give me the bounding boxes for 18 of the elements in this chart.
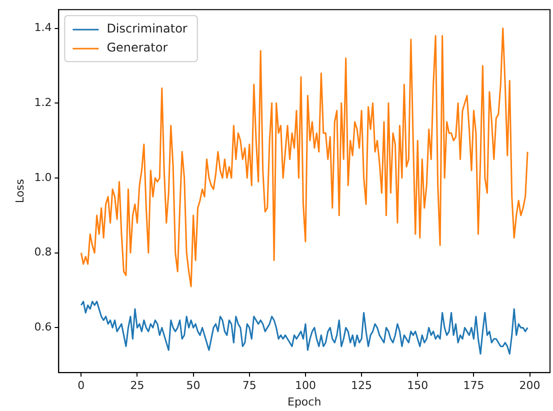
x-tick-label: 0 [78, 379, 85, 392]
x-tick-label: 25 [130, 379, 144, 392]
x-tick-label: 150 [407, 379, 428, 392]
x-tick-label: 125 [351, 379, 372, 392]
x-tick-label: 175 [463, 379, 484, 392]
legend-label: Generator [106, 40, 168, 55]
y-tick-label: 1.0 [34, 170, 52, 184]
y-tick-label: 1.4 [34, 21, 52, 34]
y-tick-label: 0.6 [34, 320, 52, 334]
x-tick-label: 75 [242, 379, 256, 392]
x-tick-label: 50 [186, 379, 200, 392]
x-axis-title: Epoch [288, 395, 322, 408]
y-tick-label: 1.2 [34, 96, 52, 110]
y-tick-label: 0.8 [34, 246, 52, 259]
legend-label: Discriminator [106, 22, 188, 36]
x-tick-label: 200 [519, 379, 540, 392]
x-tick-label: 100 [294, 379, 316, 392]
y-axis-title: Loss [13, 178, 26, 204]
